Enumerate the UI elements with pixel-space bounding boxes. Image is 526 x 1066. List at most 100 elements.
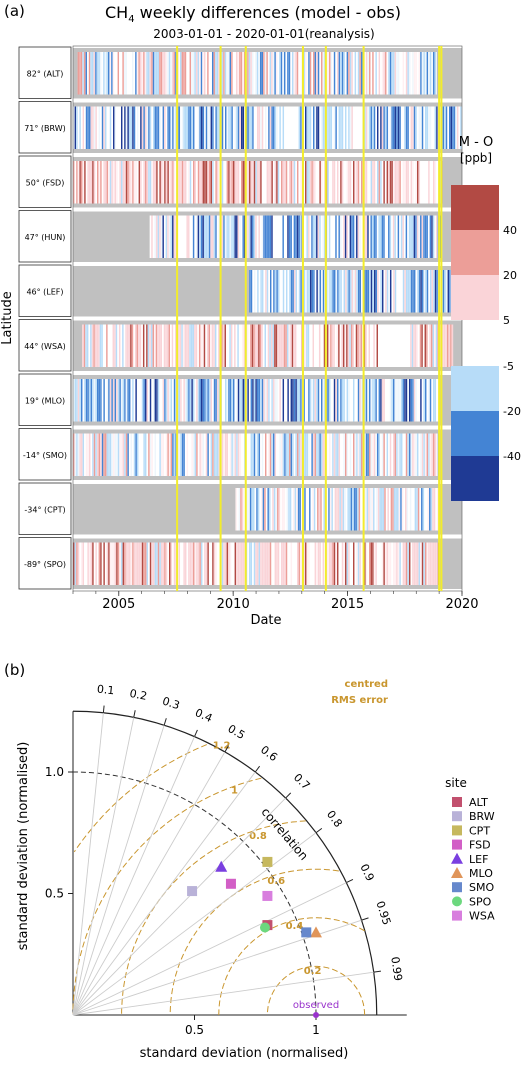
heat-cell [183,379,185,422]
heat-cell [429,542,432,585]
heat-cell [415,52,417,95]
heat-cell [361,161,363,204]
heat-cell [210,324,212,367]
heat-cell [218,433,221,476]
heat-cell [170,379,173,422]
heat-cell [344,324,346,367]
heat-cell [154,324,156,367]
heat-cell [349,270,352,313]
heat-cell [292,270,294,313]
heat-cell [231,161,233,204]
heat-cell [368,324,370,367]
heat-cell [436,215,438,258]
heat-cell [375,433,377,476]
heat-cell [213,542,216,585]
heat-cell [316,215,318,258]
heat-cell [183,106,185,149]
heat-cell [393,433,395,476]
heat-cell [266,379,269,422]
heat-cell [289,488,292,531]
heat-cell [389,270,392,313]
heat-cell [153,106,155,149]
heat-cell [203,52,206,95]
heat-cell [183,161,185,204]
heat-cell [353,488,356,531]
heat-cell [354,433,357,476]
heat-cell [221,52,224,95]
heat-cell [149,161,152,204]
heat-cell [82,542,85,585]
heat-cell [253,270,256,313]
heat-cell [209,161,211,204]
heat-cell [404,270,406,313]
heat-cell [209,379,211,422]
y-tick-label: 0.5 [45,887,64,901]
heat-cell [155,324,158,367]
heat-cell [93,324,95,367]
heat-cell [202,106,205,149]
heat-cell [420,433,422,476]
heat-cell [294,324,297,367]
heat-cell [439,161,441,204]
heat-cell [174,324,177,367]
heat-cell [191,52,193,95]
heat-cell [287,433,289,476]
heat-cell [225,106,227,149]
heat-cell [369,270,371,313]
heat-cell [109,52,112,95]
heat-cell [365,433,368,476]
heat-cell [300,106,302,149]
heat-cell [313,379,315,422]
heat-cell [351,106,353,149]
heat-cell [446,324,449,367]
heat-cell [327,270,330,313]
heat-cell [271,379,273,422]
heat-cell [333,324,335,367]
heat-cell [229,106,232,149]
heat-cell [323,488,325,531]
heat-cell [137,433,139,476]
heat-cell [389,433,392,476]
heat-cell [364,379,366,422]
heat-cell [365,270,368,313]
x-tick-label: 2015 [331,597,364,612]
heat-cell [313,161,315,204]
heat-cell [328,488,330,531]
panel-b-label: (b) [4,661,25,679]
colorbar-unit: [ppb] [460,151,492,165]
heat-cell [313,52,315,95]
heat-cell [429,379,432,422]
heat-cell [119,379,121,422]
correlation-tick-label: 0.9 [357,862,376,883]
heat-cell [308,106,310,149]
heat-cell [373,379,376,422]
heat-cell [412,542,414,585]
heat-cell [239,379,241,422]
heat-cell [304,324,306,367]
heat-cell [407,161,409,204]
heat-cell [192,52,195,95]
heat-cell [348,542,350,585]
heat-cell [434,52,437,95]
heat-cell [373,270,376,313]
heat-cell [386,542,389,585]
heat-cell [112,52,115,95]
heat-cell [389,215,392,258]
heat-cell [429,324,431,367]
x-tick-label: 2020 [445,597,478,612]
heat-cell [401,433,403,476]
heat-cell [298,433,301,476]
heat-cell [141,106,144,149]
heat-cell [167,52,169,95]
heat-cell [157,106,160,149]
heat-cell [124,161,126,204]
heat-cell [247,52,249,95]
heat-cell [173,542,176,585]
point-brw [187,886,198,897]
heat-cell [156,379,158,422]
correlation-tick-label: 0.7 [291,771,313,793]
heat-cell [443,324,446,367]
heat-cell [109,106,112,149]
heat-cell [98,324,100,367]
heat-cell [280,324,282,367]
